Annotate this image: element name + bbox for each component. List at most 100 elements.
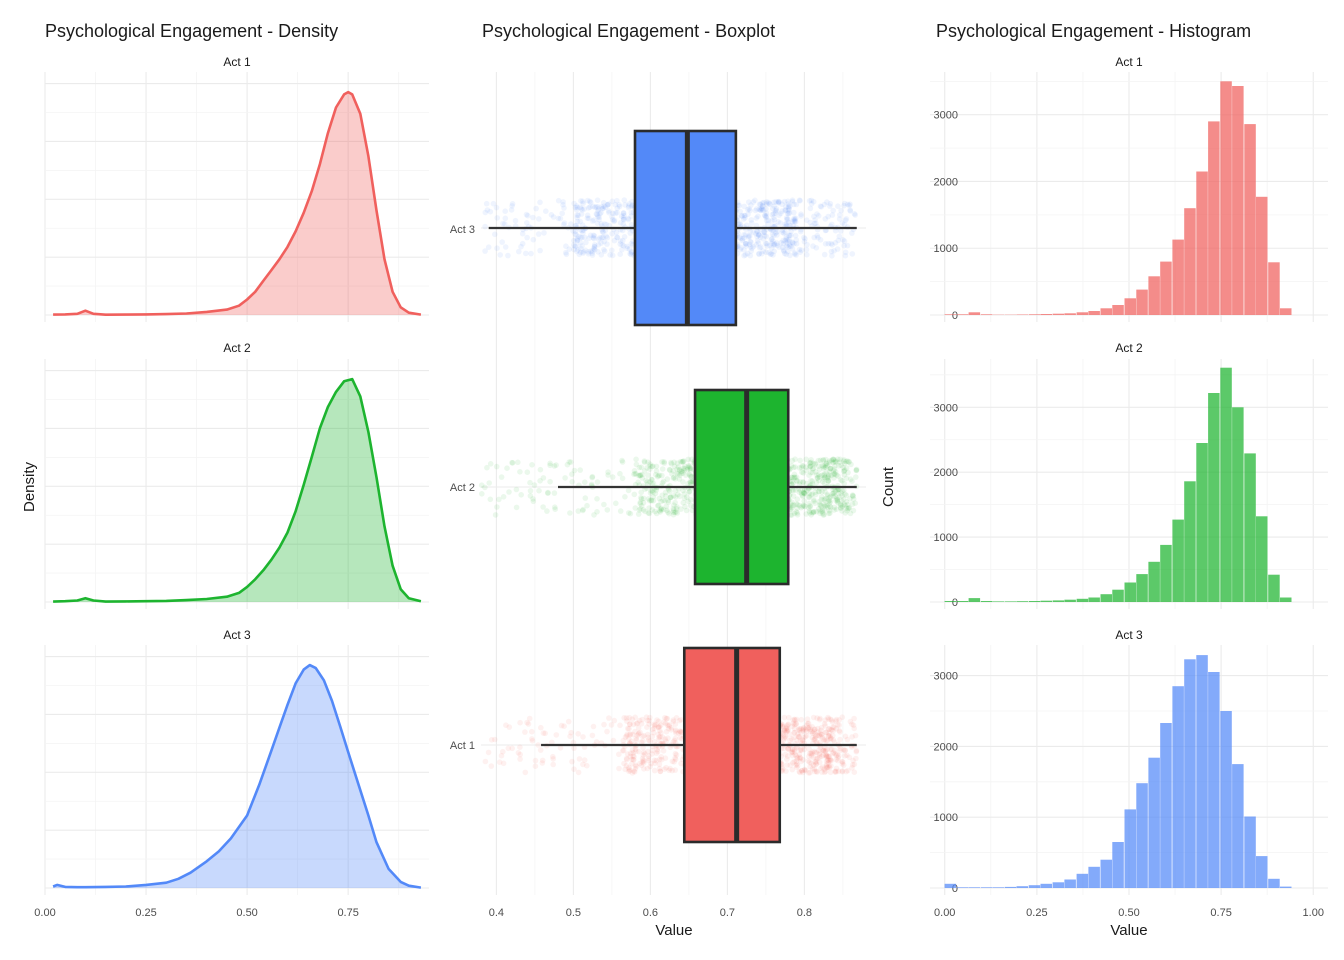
jitter-point	[500, 494, 507, 500]
jitter-point	[582, 495, 589, 501]
jitter-point	[750, 199, 757, 205]
jitter-point	[842, 733, 849, 740]
jitter-point	[784, 216, 790, 223]
histogram-ytick-label: 0	[952, 883, 958, 895]
jitter-point	[743, 222, 750, 229]
jitter-point	[574, 214, 580, 221]
jitter-point	[584, 502, 590, 509]
jitter-point	[794, 754, 801, 761]
jitter-point	[670, 718, 677, 725]
jitter-point	[827, 510, 833, 516]
jitter-point	[619, 475, 626, 482]
jitter-point	[809, 509, 815, 516]
jitter-point	[483, 200, 490, 207]
histogram-bar	[1160, 723, 1172, 888]
jitter-point	[653, 463, 660, 470]
jitter-point	[825, 733, 832, 739]
jitter-point	[793, 240, 800, 247]
jitter-point	[830, 490, 836, 497]
histogram-bar	[968, 312, 981, 315]
jitter-point	[828, 717, 835, 723]
jitter-point	[816, 716, 823, 723]
jitter-point	[482, 223, 488, 230]
histogram-bar	[1220, 81, 1232, 315]
jitter-point	[680, 459, 686, 465]
jitter-point	[568, 221, 574, 227]
jitter-point	[785, 203, 792, 210]
jitter-point	[811, 736, 817, 743]
jitter-point	[759, 200, 766, 206]
jitter-point	[575, 769, 582, 776]
jitter-point	[685, 464, 691, 471]
jitter-point	[627, 721, 633, 728]
jitter-point	[841, 501, 847, 508]
jitter-point	[809, 749, 815, 756]
jitter-point	[800, 737, 806, 744]
jitter-point	[571, 467, 578, 474]
jitter-point	[662, 720, 669, 727]
jitter-point	[571, 246, 577, 253]
boxplot-group-1	[482, 129, 858, 327]
jitter-point	[772, 241, 778, 248]
jitter-point	[685, 456, 691, 463]
jitter-point	[658, 498, 664, 505]
jitter-point	[845, 201, 851, 208]
jitter-point	[631, 471, 637, 478]
jitter-point	[839, 503, 846, 510]
jitter-point	[788, 749, 795, 756]
jitter-point	[831, 504, 838, 511]
jitter-point	[517, 469, 523, 475]
histogram-bar	[944, 601, 957, 602]
jitter-point	[813, 479, 820, 486]
jitter-point	[797, 228, 804, 235]
histogram-bar	[1088, 311, 1100, 315]
jitter-point	[537, 199, 543, 206]
jitter-point	[786, 238, 792, 244]
jitter-point	[603, 221, 610, 228]
jitter-point	[558, 722, 565, 729]
jitter-point	[630, 721, 637, 728]
jitter-point	[620, 243, 627, 249]
jitter-point	[750, 229, 756, 236]
jitter-point	[830, 459, 836, 466]
jitter-point	[796, 751, 803, 758]
jitter-point	[536, 487, 542, 494]
jitter-point	[759, 203, 766, 209]
jitter-point	[677, 493, 683, 500]
boxplot-box	[682, 646, 782, 844]
jitter-point	[816, 732, 822, 739]
jitter-point	[550, 753, 556, 760]
jitter-point	[780, 237, 786, 244]
jitter-point	[669, 767, 675, 774]
jitter-point	[779, 229, 786, 236]
jitter-point	[827, 756, 834, 762]
jitter-point	[684, 466, 691, 473]
jitter-point	[791, 218, 798, 224]
jitter-point	[643, 714, 650, 720]
jitter-point	[827, 493, 834, 500]
jitter-point	[741, 247, 747, 253]
jitter-point	[589, 474, 595, 481]
jitter-point	[616, 765, 622, 772]
jitter-point	[834, 752, 841, 758]
jitter-point	[574, 204, 580, 211]
jitter-point	[585, 205, 592, 211]
jitter-point	[809, 730, 816, 736]
jitter-point	[538, 724, 544, 731]
jitter-point	[539, 760, 546, 766]
jitter-point	[810, 762, 817, 768]
jitter-point	[828, 248, 835, 255]
jitter-point	[640, 752, 647, 758]
jitter-point	[629, 770, 636, 776]
histogram-ytick-label: 2000	[934, 741, 958, 753]
jitter-point	[748, 220, 755, 226]
jitter-point	[781, 198, 788, 205]
jitter-point	[820, 463, 827, 470]
jitter-point	[791, 209, 797, 216]
jitter-point	[833, 497, 839, 504]
jitter-point	[674, 510, 680, 516]
jitter-point	[844, 501, 851, 508]
histogram-bar	[1076, 598, 1089, 602]
jitter-point	[811, 220, 818, 227]
jitter-point	[776, 199, 782, 205]
